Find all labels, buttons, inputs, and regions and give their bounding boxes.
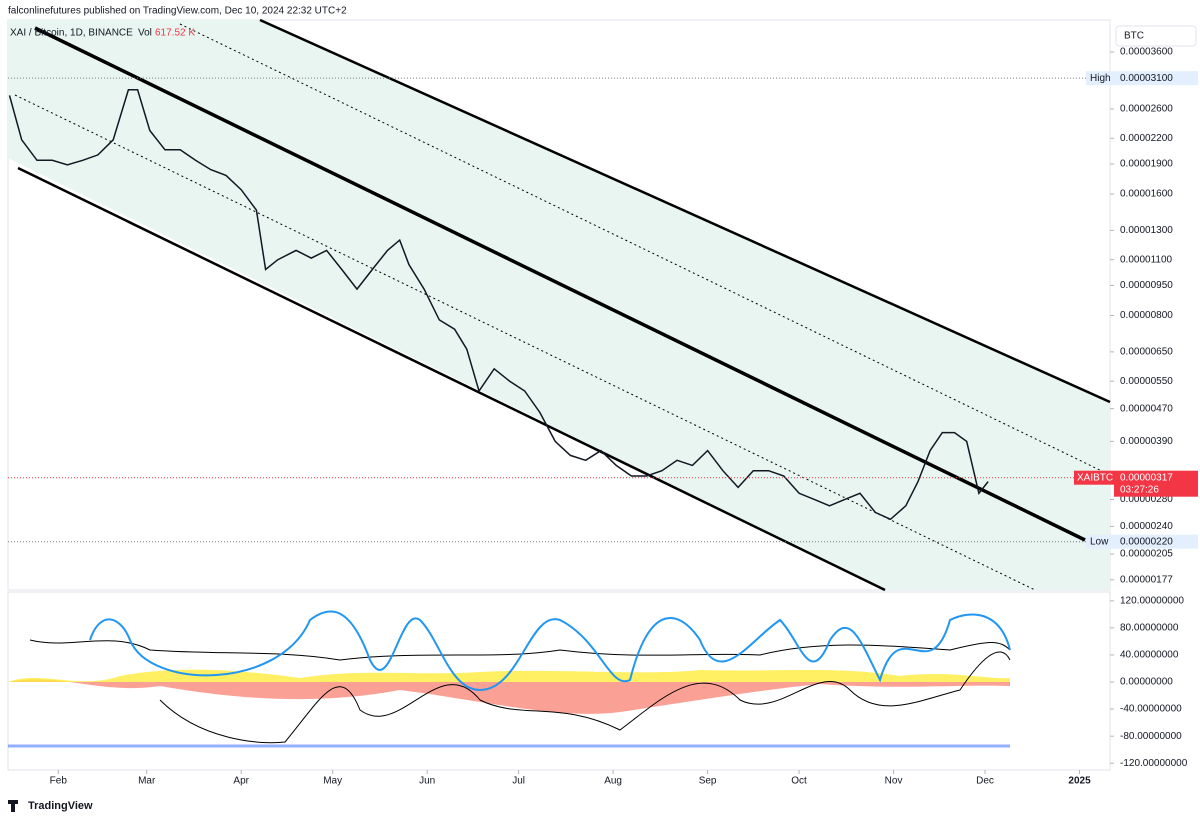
y-tick-label: 0.00000240 bbox=[1120, 521, 1173, 532]
low-value-box bbox=[1114, 534, 1198, 549]
currency[interactable]: BTC bbox=[1124, 31, 1144, 42]
low-value: 0.00000220 bbox=[1120, 536, 1173, 547]
histogram-area bbox=[8, 679, 1010, 714]
x-tick-label: Jul bbox=[512, 776, 525, 787]
indicator-pane bbox=[7, 591, 1111, 771]
x-tick-label: Jun bbox=[419, 776, 435, 787]
symbol: XAI / Bitcoin, 1D, BINANCE bbox=[10, 28, 133, 39]
y-tick-label: -120.00000000 bbox=[1120, 758, 1188, 769]
y-tick-label: 120.00000000 bbox=[1120, 595, 1184, 606]
x-tick-label: Apr bbox=[233, 776, 249, 787]
low-name: Low bbox=[1090, 536, 1109, 547]
oscillator-area bbox=[8, 669, 1010, 682]
high-name: High bbox=[1090, 73, 1111, 84]
y-tick-label: 0.00000550 bbox=[1120, 376, 1173, 387]
oscillator-line bbox=[29, 639, 1011, 661]
channel-dotted bbox=[179, 23, 1111, 476]
y-tick-label: 0.00002200 bbox=[1120, 133, 1173, 144]
y-tick-label: 80.00000000 bbox=[1120, 623, 1179, 634]
y-tick-label: -80.00000000 bbox=[1120, 731, 1182, 742]
low-tag bbox=[1086, 534, 1114, 549]
price-pane bbox=[7, 19, 1111, 591]
x-tick-label: Aug bbox=[604, 776, 622, 787]
y-tick-label: 0.00000650 bbox=[1120, 347, 1173, 358]
last-value: 0.00000317 bbox=[1120, 472, 1173, 483]
y-tick-label: 0.00000177 bbox=[1120, 574, 1173, 585]
y-tick-label: 0.00000205 bbox=[1120, 549, 1173, 560]
x-tick-label: Nov bbox=[885, 776, 903, 787]
y-tick-label: 40.00000000 bbox=[1120, 650, 1179, 661]
y-tick-label: -40.00000000 bbox=[1120, 704, 1182, 715]
channel-mid bbox=[34, 26, 1086, 542]
y-tick-label: 0.00001600 bbox=[1120, 189, 1173, 200]
footer: TradingView bbox=[28, 800, 93, 812]
y-tick-label: 0.00000470 bbox=[1120, 403, 1173, 414]
price-line bbox=[8, 89, 989, 521]
y-tick-label: 0.00002600 bbox=[1120, 104, 1173, 115]
channel-lower bbox=[17, 166, 886, 592]
tv-logo bbox=[8, 800, 18, 812]
x-tick-label: May bbox=[323, 776, 342, 787]
currency-box[interactable] bbox=[1115, 25, 1197, 47]
last-name-box bbox=[1074, 470, 1114, 485]
high-value: 0.00003100 bbox=[1120, 73, 1173, 84]
y-tick-label: 0.00000950 bbox=[1120, 280, 1173, 291]
high-tag bbox=[1086, 71, 1114, 86]
volume: 617.52 K bbox=[155, 28, 195, 39]
last-name: XAIBTC bbox=[1077, 472, 1113, 483]
y-tick-label: 0.00003600 bbox=[1120, 47, 1173, 58]
countdown: 03:27:26 bbox=[1120, 484, 1159, 495]
channel-upper bbox=[259, 18, 1111, 404]
stochastic-line bbox=[89, 610, 1011, 692]
y-tick-label: 0.00001900 bbox=[1120, 159, 1173, 170]
channel-fill bbox=[8, 20, 1110, 590]
x-tick-label: Feb bbox=[50, 776, 68, 787]
last-value-box bbox=[1114, 470, 1198, 497]
high-value-box bbox=[1114, 71, 1198, 86]
x-tick-label: Dec bbox=[976, 776, 994, 787]
momentum-line bbox=[159, 651, 1011, 744]
y-tick-label: 0.00000390 bbox=[1120, 436, 1173, 447]
publisher: falconlinefutures published on TradingVi… bbox=[8, 6, 347, 17]
volume-label: Vol bbox=[138, 28, 152, 39]
y-tick-label: 0.00000800 bbox=[1120, 310, 1173, 321]
y-tick-label: 0.00001300 bbox=[1120, 225, 1173, 236]
x-tick-label: Sep bbox=[699, 776, 717, 787]
y-tick-label: 0.00000280 bbox=[1120, 494, 1173, 505]
channel-dotted bbox=[14, 94, 1036, 591]
x-tick-label: 2025 bbox=[1068, 776, 1091, 787]
x-tick-label: Oct bbox=[791, 776, 807, 787]
y-tick-label: 0.00000000 bbox=[1120, 677, 1173, 688]
x-tick-label: Mar bbox=[138, 776, 156, 787]
y-tick-label: 0.00001100 bbox=[1120, 254, 1173, 265]
